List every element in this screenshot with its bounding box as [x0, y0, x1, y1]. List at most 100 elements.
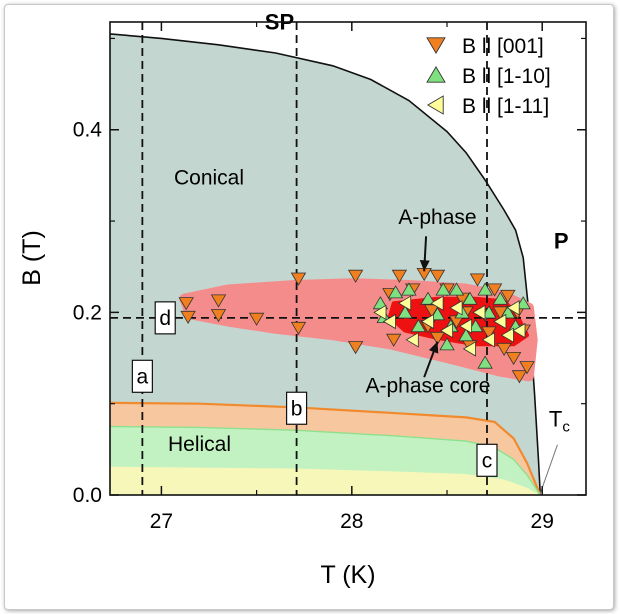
data-point [506, 300, 520, 316]
region-label: P [554, 228, 569, 253]
y-tick-label: 0.2 [73, 301, 102, 324]
region-label: A-phase core [366, 375, 491, 398]
y-tick-label: 0.4 [73, 119, 103, 142]
data-point [347, 341, 364, 355]
tc-label: Tc [549, 407, 570, 436]
data-point [486, 283, 503, 297]
data-point [387, 285, 404, 299]
data-point [511, 370, 528, 384]
tc-subscript: c [562, 419, 570, 436]
legend-marker [426, 37, 446, 54]
data-point [462, 341, 476, 357]
data-point [429, 269, 446, 283]
legend-marker [427, 95, 444, 115]
data-point [430, 295, 444, 311]
data-point [505, 351, 522, 366]
data-point [467, 319, 484, 333]
data-point [420, 291, 436, 305]
cut-label-a: a [137, 365, 149, 388]
low-field-region [110, 466, 541, 495]
data-point [420, 313, 435, 330]
data-point [500, 289, 516, 303]
data-point [180, 310, 196, 324]
data-point [290, 321, 307, 335]
data-point [373, 304, 387, 321]
data-point [515, 296, 531, 310]
data-point [493, 313, 507, 330]
data-point [386, 333, 402, 347]
conical-helical-boundary [110, 401, 542, 495]
x-axis-label: T (K) [320, 561, 375, 589]
data-point [469, 273, 486, 287]
data-point [472, 304, 486, 321]
data-point [401, 282, 417, 296]
data-point [210, 294, 227, 308]
a-phase-arrow-head [419, 260, 430, 272]
data-point [481, 326, 497, 340]
tc-pointer [539, 444, 558, 494]
data-point [439, 337, 455, 351]
data-point [481, 332, 495, 348]
region-label: A-phase [398, 206, 476, 229]
data-point [519, 361, 535, 375]
y-tick-label: 0.0 [73, 484, 102, 507]
series-3 [373, 295, 526, 357]
helical-boundary [110, 425, 541, 495]
plot-frame [109, 21, 587, 496]
data-point [424, 304, 440, 318]
cut-label-box-b [285, 391, 308, 425]
legend-label: B ll [001] [462, 35, 544, 58]
legend-entry-2: B ll [1-10] [426, 65, 551, 88]
region-label: Conical [174, 167, 244, 190]
legend-entry-1: B ll [001] [426, 35, 544, 58]
data-point [449, 300, 463, 316]
data-point [178, 297, 194, 311]
axes: 27 28 29 0.0 0.2 0.4 [73, 21, 587, 533]
data-point [496, 342, 512, 356]
cut-label-d: d [159, 307, 171, 330]
legend-label: B ll [1-11] [462, 95, 549, 118]
data-point [439, 322, 454, 339]
x-tick-label: 27 [150, 510, 173, 533]
conical-region [110, 33, 541, 495]
data-point [477, 282, 493, 296]
data-point [458, 328, 474, 342]
data-point [210, 309, 227, 323]
data-point [405, 332, 419, 348]
data-point [397, 305, 413, 319]
x-tick-label: 28 [340, 510, 363, 533]
data-point [429, 331, 446, 345]
data-point [382, 313, 396, 330]
cut-label-box-c [476, 443, 498, 477]
data-point [391, 269, 408, 283]
cut-label-b: b [291, 397, 303, 420]
data-point [458, 318, 473, 334]
data-point [448, 282, 465, 296]
data-point [248, 312, 265, 326]
data-point [347, 269, 364, 283]
data-point [512, 322, 526, 339]
phase-regions [110, 33, 542, 495]
a-phase-core-arrow-head [428, 341, 439, 354]
x-tick-label: 29 [531, 510, 554, 533]
region-label: Helical [168, 433, 231, 456]
data-point [290, 272, 307, 286]
legend: B ll [001] B ll [1-10] B ll [1-11] [426, 35, 551, 118]
cut-label-box-a [131, 359, 153, 393]
y-axis-label: B (T) [18, 230, 46, 286]
cut-label-box-d [154, 301, 176, 335]
cut-label-c: c [482, 449, 493, 472]
data-point [410, 319, 427, 333]
legend-label: B ll [1-10] [462, 65, 551, 88]
data-point [500, 327, 514, 343]
data-point [435, 282, 451, 296]
data-point [477, 355, 493, 369]
legend-entry-3: B ll [1-11] [427, 95, 549, 118]
data-points [178, 267, 535, 384]
data-point [492, 291, 508, 305]
legend-marker [426, 66, 446, 83]
data-point [462, 291, 478, 305]
data-point [398, 295, 412, 311]
